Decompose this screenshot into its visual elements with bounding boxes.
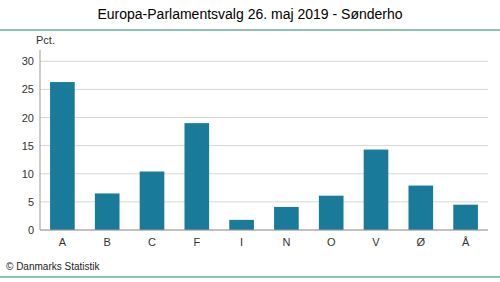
y-tick-label: 20	[22, 112, 34, 124]
grid-line	[40, 89, 488, 90]
bar	[50, 82, 75, 230]
y-tick-label: 30	[22, 55, 34, 67]
x-tick-label: C	[148, 236, 156, 248]
bar	[140, 172, 165, 231]
x-tick-label: O	[327, 236, 336, 248]
x-tick-label: N	[282, 236, 290, 248]
x-tick-label: Å	[462, 236, 470, 248]
footer-rule	[0, 276, 500, 277]
grid-line	[40, 173, 488, 174]
y-axis-line	[40, 50, 41, 230]
y-tick-label: 15	[22, 140, 34, 152]
chart-svg: Europa-Parlamentsvalg 26. maj 2019 - Søn…	[0, 0, 500, 282]
footer: © Danmarks Statistik	[6, 261, 101, 272]
grid	[40, 61, 488, 230]
x-tick-label: A	[59, 236, 67, 248]
bar	[453, 205, 478, 230]
grid-line	[40, 117, 488, 118]
grid-line	[40, 145, 488, 146]
grid-line	[40, 230, 488, 231]
chart-container: Europa-Parlamentsvalg 26. maj 2019 - Søn…	[0, 0, 500, 282]
header-rule	[0, 29, 500, 30]
y-tick-label: 0	[28, 224, 34, 236]
bar	[184, 123, 209, 230]
bar	[274, 207, 299, 230]
y-axis-label: Pct.	[36, 34, 55, 46]
x-tick-label: I	[240, 236, 243, 248]
grid-line	[40, 61, 488, 62]
x-tick-label: B	[104, 236, 111, 248]
y-tick-label: 10	[22, 168, 34, 180]
bars	[50, 82, 478, 230]
bar	[364, 150, 389, 230]
bar	[408, 186, 433, 230]
y-tick-label: 25	[22, 83, 34, 95]
x-axis-line	[40, 230, 488, 231]
bar	[319, 196, 344, 230]
x-tick-label: V	[372, 236, 380, 248]
x-tick-label: Ø	[417, 236, 426, 248]
y-tick-label: 5	[28, 196, 34, 208]
bar	[229, 220, 254, 230]
x-tick-label: F	[193, 236, 200, 248]
bar	[95, 193, 120, 230]
title: Europa-Parlamentsvalg 26. maj 2019 - Søn…	[97, 6, 402, 22]
